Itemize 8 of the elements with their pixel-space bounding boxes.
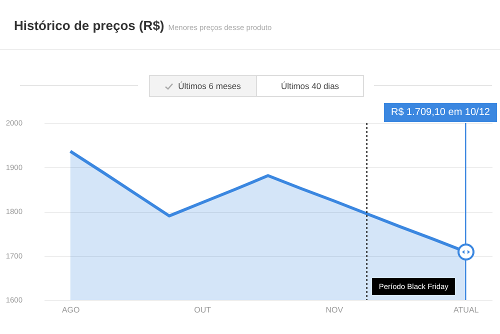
text: Últimos 6 meses — [178, 81, 241, 91]
text: Últimos 40 dias — [280, 81, 340, 91]
x-tick-label: ATUAL — [454, 306, 480, 314]
text: R$ 1.709,10 em 10/12 — [384, 103, 497, 122]
chart-title: Histórico de preços (R$) — [14, 18, 164, 33]
x-tick-label: NOV — [326, 306, 344, 314]
x-tick-label: OUT — [194, 306, 212, 314]
x-tick-label: AGO — [62, 306, 80, 314]
